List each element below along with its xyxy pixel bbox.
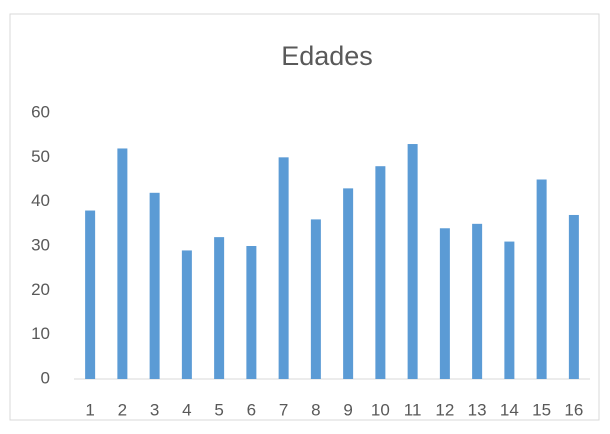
x-tick-label: 14 bbox=[500, 400, 519, 419]
bar bbox=[375, 166, 386, 379]
bar bbox=[117, 148, 128, 379]
x-tick-label: 3 bbox=[150, 400, 159, 419]
bar bbox=[472, 223, 483, 379]
x-tick-label: 10 bbox=[371, 400, 390, 419]
x-tick-label: 12 bbox=[435, 400, 454, 419]
bar bbox=[310, 219, 321, 379]
bar bbox=[504, 241, 515, 379]
bar bbox=[214, 237, 225, 379]
y-tick-label: 40 bbox=[31, 191, 50, 210]
y-tick-label: 30 bbox=[31, 235, 50, 254]
x-tick-label: 11 bbox=[404, 400, 422, 419]
chart-border bbox=[9, 13, 600, 421]
chart-title: Edades bbox=[281, 41, 373, 71]
bar bbox=[407, 144, 418, 379]
x-tick-label: 6 bbox=[247, 400, 256, 419]
x-tick-label: 13 bbox=[468, 400, 487, 419]
x-tick-label: 15 bbox=[532, 400, 551, 419]
x-tick-label: 8 bbox=[311, 400, 320, 419]
y-tick-label: 60 bbox=[31, 102, 50, 121]
y-tick-label: 0 bbox=[41, 368, 50, 387]
bar bbox=[246, 246, 257, 379]
x-tick-label: 1 bbox=[85, 400, 94, 419]
x-tick-label: 16 bbox=[564, 400, 583, 419]
y-tick-label: 50 bbox=[31, 147, 50, 166]
y-tick-label: 10 bbox=[31, 324, 50, 343]
bar bbox=[278, 157, 289, 379]
x-tick-label: 4 bbox=[182, 400, 191, 419]
y-tick-label: 20 bbox=[31, 280, 50, 299]
x-tick-label: 5 bbox=[214, 400, 223, 419]
x-tick-label: 9 bbox=[343, 400, 352, 419]
x-tick-label: 7 bbox=[279, 400, 288, 419]
bar bbox=[568, 214, 579, 379]
bar bbox=[343, 188, 354, 379]
x-tick-label: 2 bbox=[118, 400, 127, 419]
bar bbox=[85, 210, 96, 379]
bar bbox=[536, 179, 547, 379]
bar bbox=[439, 228, 450, 379]
bar bbox=[149, 192, 160, 379]
bar bbox=[181, 250, 192, 379]
